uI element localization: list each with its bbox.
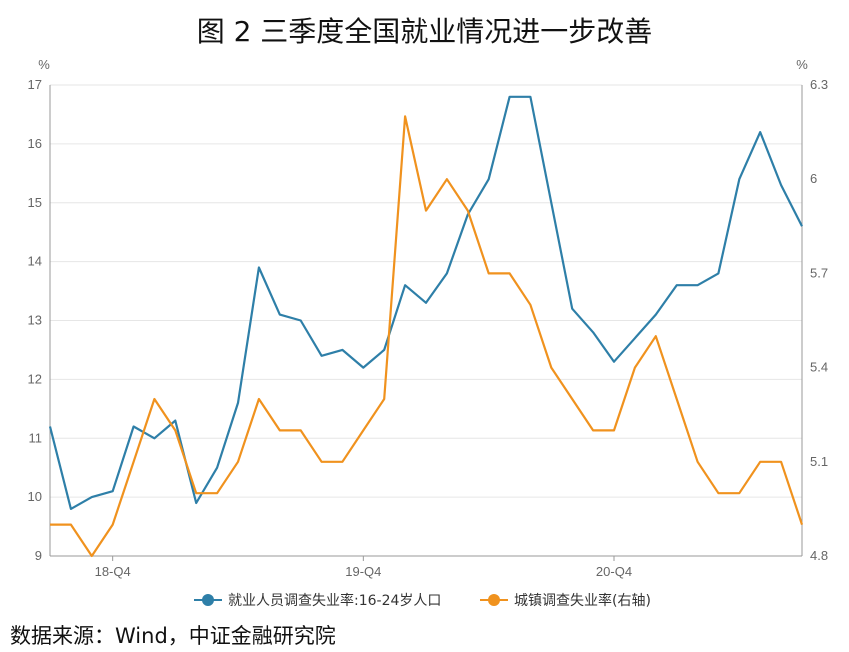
y-right-unit: % [796, 57, 808, 72]
dual-axis-line-chart: 9 10 11 12 13 14 15 16 17 4.8 5.1 5.4 5.7 6 6.3% % 18-Q4… [28, 57, 829, 579]
x-tick-label: 19-Q4 [345, 564, 381, 579]
y-right-tick-label: 6.3 [810, 77, 828, 92]
x-tick-label: 18-Q4 [95, 564, 131, 579]
source-note: 数据来源：Wind，中证金融研究院 [10, 624, 336, 648]
y-right-tick-label: 5.1 [810, 454, 828, 469]
y-left-unit: % [38, 57, 50, 72]
legend-swatch-youth [194, 594, 222, 606]
youth-unemployment-line [48, 95, 803, 510]
urban-unemployment-line [50, 115, 804, 558]
y-left-tick-label: 11 [29, 430, 43, 445]
legend-item-youth[interactable]: 就业人员调查失业率:16-24岁人口 [194, 590, 441, 610]
y-right-tick-label: 5.7 [810, 265, 828, 280]
legend-label-youth: 就业人员调查失业率:16-24岁人口 [228, 593, 442, 609]
y-right-tick-label: 6 [810, 171, 817, 186]
x-tick-label: 20-Q4 [596, 564, 632, 579]
y-left-tick-label: 12 [28, 371, 42, 386]
y-left-tick-label: 14 [28, 254, 42, 269]
y-left-tick-label: 10 [28, 489, 42, 504]
legend-label-urban: 城镇调查失业率(右轴) [514, 593, 651, 609]
y-left-tick-label: 13 [28, 313, 42, 328]
y-left-tick-label: 16 [28, 136, 42, 151]
legend-swatch-urban [480, 594, 508, 606]
legend: 就业人员调查失业率:16-24岁人口 城镇调查失业率(右轴) [0, 590, 849, 614]
y-left-tick-label: 9 [35, 548, 42, 563]
legend-item-urban[interactable]: 城镇调查失业率(右轴) [480, 590, 651, 610]
chart-title: 图 2 三季度全国就业情况进一步改善 [196, 15, 653, 48]
y-left-tick-label: 17 [28, 77, 42, 92]
y-left-tick-label: 15 [28, 195, 42, 210]
y-right-tick-label: 5.4 [810, 360, 828, 375]
y-right-tick-label: 4.8 [810, 548, 828, 563]
